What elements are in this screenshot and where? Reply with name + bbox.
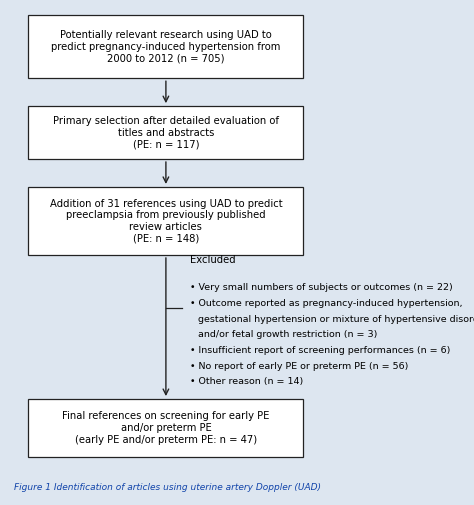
Text: Primary selection after detailed evaluation of
titles and abstracts
(PE: n = 117: Primary selection after detailed evaluat… <box>53 116 279 149</box>
Text: • Outcome reported as pregnancy-induced hypertension,: • Outcome reported as pregnancy-induced … <box>190 299 462 308</box>
Text: • No report of early PE or preterm PE (n = 56): • No report of early PE or preterm PE (n… <box>190 362 408 371</box>
Text: • Very small numbers of subjects or outcomes (n = 22): • Very small numbers of subjects or outc… <box>190 283 452 292</box>
FancyBboxPatch shape <box>28 187 303 255</box>
FancyBboxPatch shape <box>28 399 303 457</box>
Text: Figure 1 Identification of articles using uterine artery Doppler (UAD): Figure 1 Identification of articles usin… <box>14 483 321 492</box>
Text: • Other reason (n = 14): • Other reason (n = 14) <box>190 377 303 386</box>
Text: Excluded: Excluded <box>190 255 235 265</box>
Text: • Insufficient report of screening performances (n = 6): • Insufficient report of screening perfo… <box>190 346 450 355</box>
Text: Final references on screening for early PE
and/or preterm PE
(early PE and/or pr: Final references on screening for early … <box>62 412 270 444</box>
Text: Potentially relevant research using UAD to
predict pregnancy-induced hypertensio: Potentially relevant research using UAD … <box>51 30 281 63</box>
FancyBboxPatch shape <box>28 106 303 159</box>
Text: gestational hypertension or mixture of hypertensive disorders: gestational hypertension or mixture of h… <box>198 315 474 324</box>
FancyBboxPatch shape <box>28 15 303 78</box>
Text: and/or fetal growth restriction (n = 3): and/or fetal growth restriction (n = 3) <box>198 330 377 339</box>
Text: Addition of 31 references using UAD to predict
preeclampsia from previously publ: Addition of 31 references using UAD to p… <box>50 198 282 243</box>
